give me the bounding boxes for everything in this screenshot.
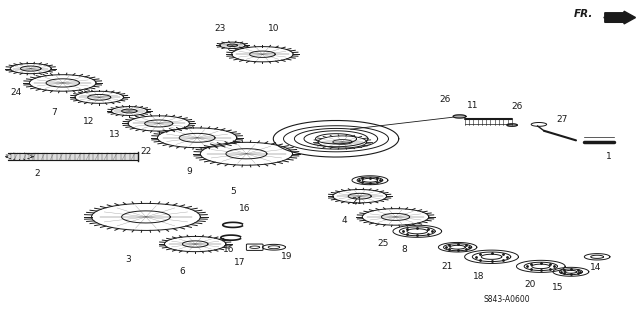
Text: 12: 12 xyxy=(83,117,94,126)
FancyArrow shape xyxy=(605,11,636,24)
Text: 18: 18 xyxy=(473,272,484,281)
Text: 5: 5 xyxy=(231,187,236,196)
Text: 21: 21 xyxy=(351,197,363,206)
Text: 6: 6 xyxy=(179,267,184,276)
Text: 16: 16 xyxy=(223,245,235,254)
Text: 19: 19 xyxy=(281,252,292,261)
Polygon shape xyxy=(362,178,378,182)
Polygon shape xyxy=(393,225,442,237)
Polygon shape xyxy=(438,242,477,252)
Text: 26: 26 xyxy=(511,102,523,111)
Text: 27: 27 xyxy=(556,115,568,124)
Text: 26: 26 xyxy=(439,95,451,104)
Text: 16: 16 xyxy=(239,204,250,213)
Polygon shape xyxy=(565,271,577,273)
Text: 9: 9 xyxy=(186,167,191,176)
Polygon shape xyxy=(8,153,138,160)
Text: 24: 24 xyxy=(10,88,22,97)
Polygon shape xyxy=(465,250,518,263)
Polygon shape xyxy=(453,115,466,118)
Polygon shape xyxy=(507,124,517,126)
Polygon shape xyxy=(262,244,285,250)
Polygon shape xyxy=(450,245,465,249)
Text: 15: 15 xyxy=(552,283,564,292)
Text: 8: 8 xyxy=(402,245,407,254)
Text: 7: 7 xyxy=(52,108,57,117)
Polygon shape xyxy=(553,267,589,276)
Text: 10: 10 xyxy=(268,24,280,33)
Text: 4: 4 xyxy=(342,216,347,225)
Polygon shape xyxy=(532,264,550,269)
Text: 1: 1 xyxy=(607,152,612,161)
Text: 11: 11 xyxy=(467,101,478,110)
Text: 21: 21 xyxy=(441,262,452,271)
Text: S843-A0600: S843-A0600 xyxy=(483,295,530,304)
Text: 14: 14 xyxy=(589,263,601,272)
Text: 17: 17 xyxy=(234,258,246,267)
Text: 25: 25 xyxy=(377,239,388,248)
Polygon shape xyxy=(516,260,565,272)
Polygon shape xyxy=(352,176,388,185)
Text: 22: 22 xyxy=(140,147,152,156)
Polygon shape xyxy=(481,254,502,259)
Polygon shape xyxy=(584,254,610,260)
Text: 20: 20 xyxy=(524,280,536,289)
Text: 3: 3 xyxy=(125,255,131,263)
Text: 13: 13 xyxy=(109,130,121,139)
Text: 2: 2 xyxy=(35,169,40,178)
Polygon shape xyxy=(407,229,428,234)
Text: 23: 23 xyxy=(214,24,226,33)
Text: FR.: FR. xyxy=(574,9,593,19)
